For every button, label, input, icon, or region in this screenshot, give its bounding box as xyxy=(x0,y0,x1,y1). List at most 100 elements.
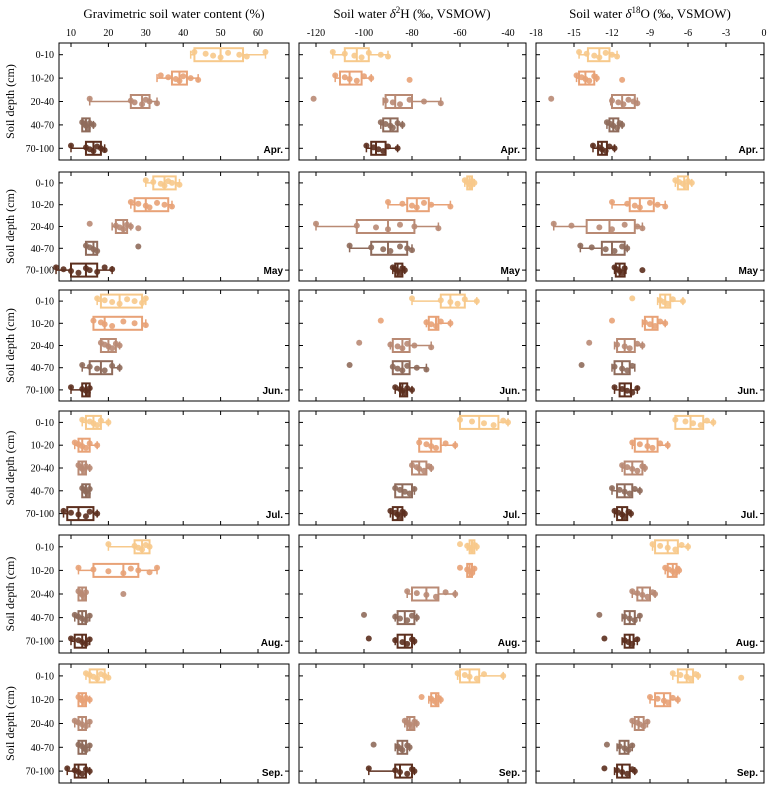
box-r3-c1-d4-point-6 xyxy=(116,364,123,371)
y-tick-label-0-10-row-1: 0-10 xyxy=(36,50,54,61)
box-r2-c1-d5-point-7 xyxy=(94,268,101,275)
box-r4-c3-d3-point-4 xyxy=(634,467,641,474)
x-tick-label-col3-0: 0 xyxy=(762,28,767,39)
box-r1-c1-d5-point-7 xyxy=(101,147,108,154)
box-r3-c2-d2-point-2 xyxy=(423,319,430,326)
box-r3-c3-d4-point-2 xyxy=(611,363,618,370)
box-r6-c1-d4-point-4 xyxy=(82,747,89,753)
box-r5-c3-d4-point-5 xyxy=(636,612,643,619)
y-tick-label-10-20-row-5: 10-20 xyxy=(31,566,54,577)
x-tick-label-col1-40: 40 xyxy=(178,28,188,39)
box-r1-c2-d3-point-1 xyxy=(310,95,317,102)
box-r2-c1-d3-point-6 xyxy=(127,223,134,230)
box-r4-c3-d2-point-3 xyxy=(644,443,651,450)
box-r1-c3-d3-point-7 xyxy=(634,100,641,107)
box-r3-c2-d4-point-1 xyxy=(346,362,353,368)
y-axis-label-row-6: Soil depth (cm) xyxy=(3,686,17,761)
box-r6-c3-d2-point-2 xyxy=(654,695,661,702)
box-r1-c2-d4-point-4 xyxy=(389,124,396,131)
box-r1-c1-d1-point-4 xyxy=(217,54,224,61)
box-r3-c3-d3-point-6 xyxy=(639,342,646,349)
month-label-r6-c1: Sep. xyxy=(262,768,283,779)
box-r3-c1-d1-point-1 xyxy=(94,295,101,302)
y-tick-label-40-70-row-2: 40-70 xyxy=(31,244,54,255)
box-r1-c1-d2-point-6 xyxy=(187,75,194,82)
box-r5-c2-d4-point-2 xyxy=(392,613,399,620)
box-r2-c2-d3-point-6 xyxy=(411,223,418,230)
box-r6-c3-d2-point-4 xyxy=(664,699,671,706)
box-r2-c1-d5-point-6 xyxy=(86,267,93,274)
box-r6-c2-d3-point-6 xyxy=(413,720,420,727)
box-r4-c1-d1-point-4 xyxy=(94,422,101,429)
y-axis-label-row-1: Soil depth (cm) xyxy=(3,64,17,139)
box-r3-c2-d4-point-2 xyxy=(389,363,396,370)
box-r3-c2-d2-point-6 xyxy=(447,320,454,327)
box-r6-c1-d3-point-4 xyxy=(82,723,89,730)
box-r4-c2-d3-point-4 xyxy=(421,467,427,474)
box-r3-c1-d2-point-7 xyxy=(142,322,149,329)
box-r4-c2-d2-point-4 xyxy=(433,444,439,451)
box-r1-c1-d2-point-5 xyxy=(180,73,187,80)
box-r5-c3-d2-point-6 xyxy=(676,567,683,574)
box-r1-c1-d3-point-3 xyxy=(131,99,138,106)
box-r3-c1-d5-point-5 xyxy=(86,385,93,392)
box-r6-c2-d5-point-6 xyxy=(411,768,418,775)
box-r3-c2-d4-point-4 xyxy=(399,367,406,374)
box-r4-c3-d3-point-6 xyxy=(641,465,648,471)
box-r3-c1-d1-point-6 xyxy=(131,298,138,305)
month-label-r4-c3: Jul. xyxy=(741,510,758,521)
box-r2-c2-d1-point-6 xyxy=(471,179,478,186)
box-r2-c2-d2-point-5 xyxy=(421,199,427,206)
box-r1-c1-d2-point-2 xyxy=(165,74,172,81)
box-r4-c3-d2-point-1 xyxy=(629,439,636,446)
box-r4-c2-d3-point-1 xyxy=(409,462,415,469)
box-r5-c3-d4-point-4 xyxy=(631,617,638,624)
box-r1-c3-d1-point-3 xyxy=(591,52,598,59)
box-r4-c2-d5-point-6 xyxy=(401,510,408,517)
box-r2-c1-d2-point-7 xyxy=(168,203,175,210)
box-r2-c2-d2-point-7 xyxy=(447,203,454,210)
box-r1-c3-d1-point-4 xyxy=(596,54,603,61)
box-r6-c3-d5-point-6 xyxy=(631,768,638,775)
box-r5-c1-d2-point-2 xyxy=(90,566,97,573)
box-r1-c3-d1-point-2 xyxy=(583,50,590,57)
box-r6-c3-d1-point-1 xyxy=(669,670,676,677)
x-tick-label-col3--15: -15 xyxy=(567,28,580,39)
month-label-r5-c3: Aug. xyxy=(736,638,758,649)
box-r2-c1-d2-point-5 xyxy=(154,199,161,206)
box-r3-c3-d3-point-2 xyxy=(614,341,621,348)
box-r1-c2-d3-point-5 xyxy=(406,96,413,103)
box-r5-c3-d3-point-1 xyxy=(629,588,636,595)
y-axis-label-row-4: Soil depth (cm) xyxy=(3,431,17,506)
column-title-3: Soil water δ18O (‰, VSMOW) xyxy=(569,5,731,21)
box-r5-c1-d2-point-4 xyxy=(120,570,127,577)
box-r3-c2-d5-point-6 xyxy=(409,386,415,393)
box-r2-c2-d4-point-1 xyxy=(346,242,353,249)
box-r1-c2-d3-point-4 xyxy=(397,101,403,108)
box-r6-c3-d5-point-3 xyxy=(619,769,626,775)
box-r2-c3-d2-point-5 xyxy=(647,199,653,206)
box-r6-c3-d5-point-2 xyxy=(614,767,621,774)
box-r3-c2-d2-point-3 xyxy=(428,321,435,328)
box-r3-c2-d3-point-6 xyxy=(411,342,418,349)
box-r1-c2-d1-point-5 xyxy=(365,49,372,56)
y-tick-label-0-10-row-4: 0-10 xyxy=(36,418,54,429)
box-r4-c3-d4-point-4 xyxy=(626,490,633,497)
box-r4-c3-d4-point-2 xyxy=(616,486,623,493)
box-r3-c3-d3-point-1 xyxy=(586,339,593,346)
box-r2-c1-d3-point-4 xyxy=(120,226,127,233)
box-r1-c1-d2-point-7 xyxy=(195,76,202,83)
box-r2-c3-d1-point-4 xyxy=(682,182,689,189)
box-r1-c1-d5-point-4 xyxy=(90,148,97,154)
box-r3-c3-d5-point-2 xyxy=(619,386,626,392)
box-r3-c1-d1-point-8 xyxy=(142,295,149,302)
box-r2-c1-d4-point-4 xyxy=(94,248,101,254)
box-r6-c2-d2-point-1 xyxy=(418,694,425,700)
box-r1-c2-d4-point-2 xyxy=(382,121,389,127)
box-r3-c3-d1-point-4 xyxy=(664,300,671,307)
box-r4-c1-d5-point-3 xyxy=(75,511,82,518)
box-r2-c2-d5-point-6 xyxy=(401,267,408,274)
box-r2-c1-d1-point-1 xyxy=(142,177,149,184)
box-r3-c3-d1-point-5 xyxy=(669,296,676,303)
box-r1-c2-d1-point-4 xyxy=(358,54,365,61)
